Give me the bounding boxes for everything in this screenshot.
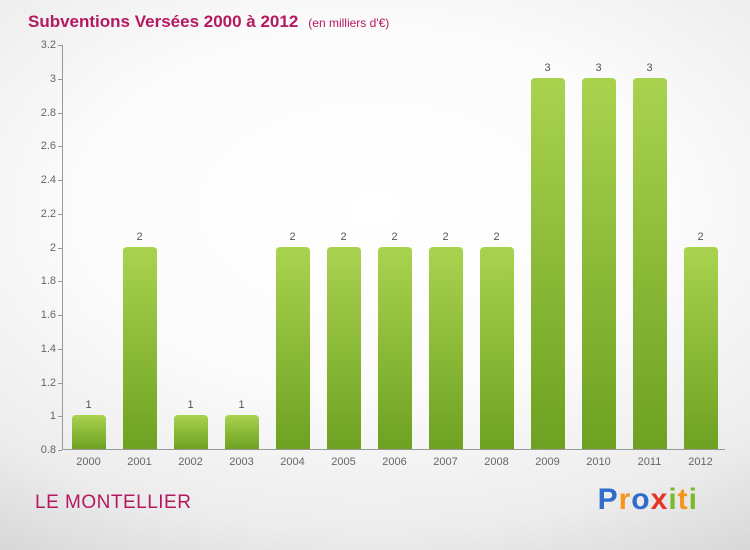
- x-tick-label: 2009: [535, 456, 560, 468]
- y-tick-label: 1: [49, 410, 56, 423]
- y-tick-mark: [58, 112, 62, 114]
- bar: [530, 77, 565, 449]
- x-tick-label: 2000: [76, 456, 101, 468]
- y-tick-mark: [58, 315, 62, 316]
- bar: [581, 77, 616, 449]
- x-tick-label: 2012: [688, 456, 713, 468]
- x-tick-label: 2011: [637, 456, 662, 468]
- y-tick-label: 2.6: [40, 140, 56, 153]
- bar: [428, 246, 463, 449]
- x-tick-label: 2001: [127, 456, 152, 468]
- bar-value-label: 2: [442, 230, 449, 243]
- logo-letter: i: [688, 483, 698, 516]
- y-tick-label: 1.2: [40, 376, 56, 389]
- bar-value-label: 2: [289, 230, 296, 243]
- bar: [377, 246, 412, 449]
- bar-value-label: 3: [646, 61, 653, 74]
- y-tick-label: 2: [49, 241, 56, 254]
- bar-value-label: 1: [238, 399, 245, 412]
- x-tick-label: 2008: [484, 456, 509, 468]
- bar: [326, 246, 361, 449]
- y-tick-mark: [58, 213, 62, 215]
- bar-value-label: 2: [697, 230, 704, 243]
- proxiti-logo: Proxiti: [598, 483, 698, 517]
- y-tick-mark: [58, 180, 62, 181]
- x-tick-label: 2007: [433, 456, 458, 468]
- chart-title: Subventions Versées 2000 à 2012: [28, 12, 299, 31]
- org-name: LE MONTELLIER: [35, 492, 192, 513]
- bar: [479, 246, 514, 449]
- bar: [173, 415, 208, 449]
- bar-value-label: 1: [85, 399, 92, 412]
- chart-subtitle: (en milliers d'€): [308, 16, 390, 30]
- x-tick-label: 2003: [229, 456, 254, 468]
- bar: [275, 246, 310, 449]
- x-tick-label: 2002: [178, 456, 203, 468]
- logo-letter: x: [650, 483, 669, 516]
- y-tick-mark: [58, 382, 62, 384]
- x-tick-label: 2004: [280, 456, 305, 468]
- bar-value-label: 2: [493, 230, 500, 243]
- y-tick-mark: [58, 247, 62, 249]
- y-tick-mark: [58, 348, 62, 350]
- x-tick-label: 2005: [331, 456, 356, 468]
- y-tick-mark: [58, 450, 62, 451]
- bar: [224, 415, 259, 449]
- bar-value-label: 3: [544, 61, 551, 74]
- y-tick-mark: [58, 281, 62, 283]
- bar-value-label: 2: [136, 230, 143, 243]
- y-tick-label: 1.4: [40, 342, 56, 355]
- y-tick-label: 0.8: [40, 444, 56, 456]
- y-tick-label: 3: [49, 72, 56, 85]
- bar: [71, 415, 106, 449]
- y-tick-label: 3.2: [40, 39, 56, 51]
- chart-title-row: Subventions Versées 2000 à 2012 (en milli…: [28, 12, 389, 32]
- y-tick-label: 1.8: [40, 275, 56, 288]
- y-tick-mark: [58, 45, 62, 46]
- x-tick-label: 2006: [382, 456, 407, 468]
- y-tick-label: 1.6: [40, 309, 56, 321]
- y-tick-mark: [58, 146, 62, 148]
- bar-value-label: 2: [391, 230, 398, 243]
- bar: [683, 246, 718, 449]
- logo-letter: o: [631, 483, 651, 516]
- bar-value-label: 2: [340, 230, 347, 243]
- bar: [122, 246, 157, 449]
- bar-value-label: 1: [187, 399, 194, 412]
- plot-area: 1 2000 2 2001 1 2002 1 2003 2 2004 2 2005 2 2006 2 2007…: [62, 45, 725, 468]
- logo-letter: t: [677, 483, 689, 516]
- y-tick-mark: [58, 416, 62, 418]
- bar: [632, 77, 667, 449]
- y-tick-mark: [58, 78, 62, 80]
- y-tick-label: 2.4: [40, 174, 56, 186]
- y-tick-label: 2.8: [40, 106, 56, 119]
- bar-value-label: 3: [595, 61, 602, 74]
- y-tick-label: 2.2: [40, 207, 56, 220]
- logo-letter: P: [597, 483, 619, 516]
- logo-letter: r: [618, 483, 632, 516]
- logo-letter: i: [668, 483, 678, 516]
- x-tick-label: 2010: [586, 456, 611, 468]
